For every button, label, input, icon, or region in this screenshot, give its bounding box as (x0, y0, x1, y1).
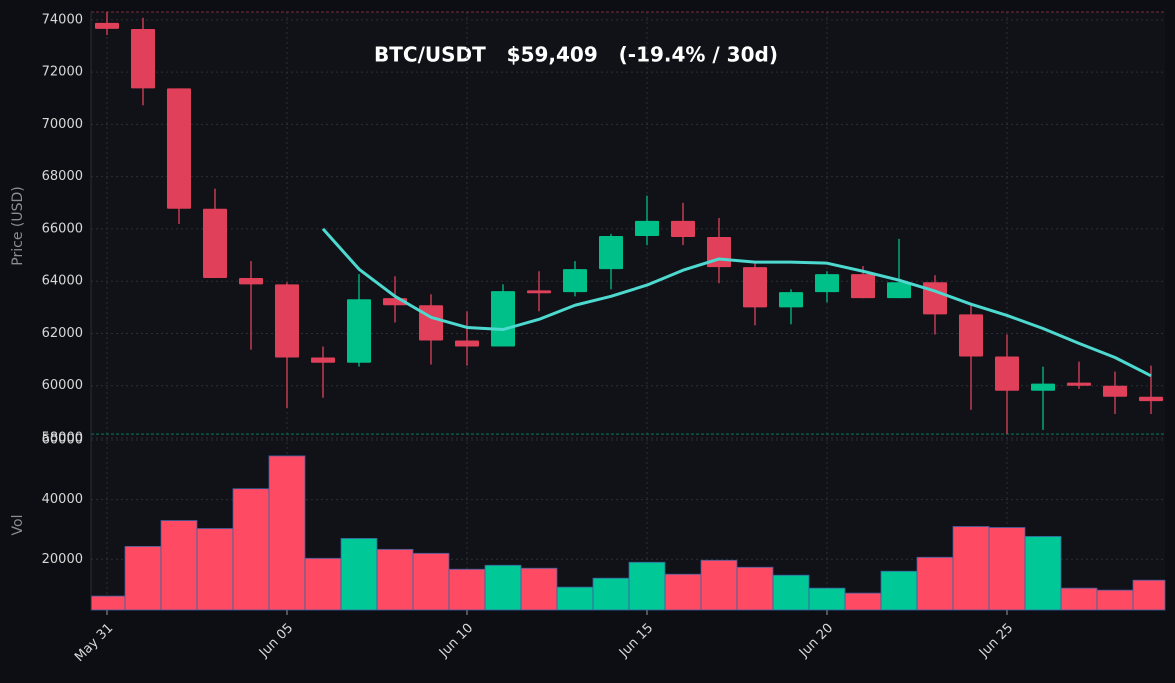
volume-bar (952, 526, 990, 611)
volume-bar (1060, 587, 1098, 611)
chart-title: BTC/USDT $59,409 (-19.4% / 30d) (374, 43, 778, 67)
candle-body (995, 356, 1019, 391)
volume-bar (628, 561, 666, 611)
x-tick-label: Jun 15 (616, 621, 656, 661)
volume-bar (1132, 579, 1166, 611)
x-tick-label: May 31 (72, 621, 116, 665)
volume-bar (448, 568, 486, 611)
candle-body (671, 220, 695, 238)
candle-body (347, 299, 371, 363)
candle-body (95, 22, 119, 29)
y-tick-label: 72000 (42, 65, 83, 80)
volume-bar (412, 552, 450, 611)
volume-bar (90, 595, 126, 611)
candle-body (455, 340, 479, 347)
volume-bar (808, 587, 846, 611)
volume-bar (736, 566, 774, 611)
y-tick-label: 20000 (42, 552, 83, 567)
candle-body (1103, 385, 1127, 397)
candle-body (851, 274, 875, 299)
volume-bar (232, 488, 270, 611)
volume-bar (520, 567, 558, 611)
y-tick-label: 62000 (42, 326, 83, 341)
x-tick-label: Jun 10 (436, 621, 476, 661)
candle-body (1067, 382, 1091, 386)
y-axis-title: Price (USD) (10, 186, 26, 265)
volume-bar (196, 528, 234, 611)
candle-body (599, 235, 623, 270)
y-tick-label: 66000 (42, 221, 83, 236)
candle-body (887, 282, 911, 299)
candle-body (167, 88, 191, 209)
volume-bar (376, 548, 414, 611)
volume-bar (880, 570, 918, 611)
y-tick-label: 58000 (42, 431, 83, 446)
volume-bar (1024, 536, 1062, 611)
volume-bar (268, 455, 306, 611)
candle-body (635, 220, 659, 236)
volume-bar (916, 556, 954, 611)
candle-body (491, 291, 515, 347)
candle-body (779, 292, 803, 308)
x-tick-label: Jun 05 (256, 621, 296, 661)
y-tick-label: 40000 (42, 492, 83, 507)
candle-body (815, 274, 839, 293)
candle-body (743, 267, 767, 308)
volume-bar (160, 520, 198, 611)
volume-bar (592, 577, 630, 611)
volume-bar (556, 586, 594, 611)
volume-bar (844, 592, 882, 611)
x-tick-label: Jun 25 (976, 621, 1016, 661)
candle-body (563, 269, 587, 293)
candle-body (1031, 383, 1055, 391)
candle-body (311, 357, 335, 363)
candle-body (275, 284, 299, 358)
y-tick-label: 64000 (42, 274, 83, 289)
candle-body (1139, 396, 1163, 402)
x-tick-label: Jun 20 (796, 621, 836, 661)
y-tick-label: 70000 (42, 117, 83, 132)
candle-body (203, 208, 227, 279)
candle-body (959, 314, 983, 357)
candle-body (239, 278, 263, 285)
y-tick-label: 60000 (42, 432, 83, 447)
volume-bar (304, 557, 342, 611)
volume-bar (988, 527, 1026, 611)
y-axis-title: Vol (10, 515, 26, 536)
candle-body (131, 28, 155, 89)
average-line (321, 227, 1152, 378)
volume-bar (340, 538, 378, 611)
volume-bar (700, 559, 738, 611)
volume-bar (664, 573, 702, 611)
volume-bar (484, 564, 522, 611)
y-tick-label: 68000 (42, 169, 83, 184)
volume-bar (1096, 589, 1134, 611)
volume-bar (772, 574, 810, 611)
volume-bar (124, 545, 162, 611)
candle-body (419, 305, 443, 341)
y-tick-label: 74000 (42, 12, 83, 27)
y-tick-label: 60000 (42, 378, 83, 393)
candle-body (527, 290, 551, 294)
